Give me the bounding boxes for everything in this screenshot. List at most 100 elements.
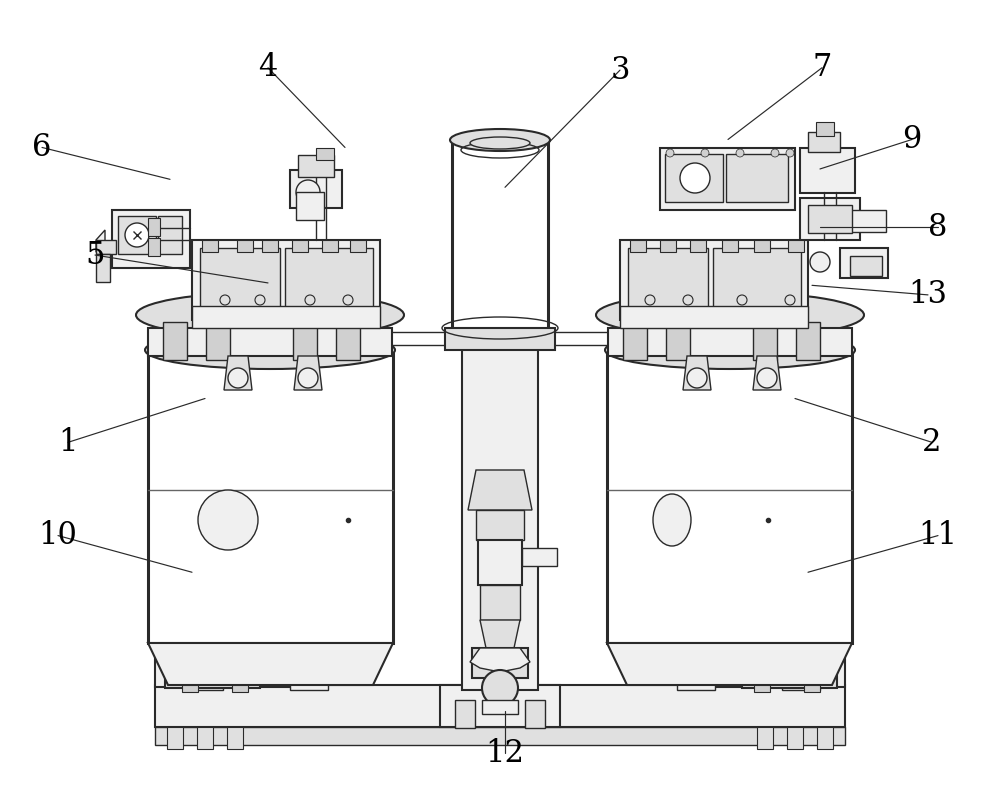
Circle shape (680, 163, 710, 193)
Circle shape (736, 149, 744, 157)
Bar (192, 306, 380, 328)
Polygon shape (96, 230, 105, 252)
Ellipse shape (145, 331, 395, 369)
Bar (185, 635, 223, 690)
Bar (722, 240, 738, 252)
Bar (148, 350, 393, 643)
Bar (800, 198, 860, 240)
Bar (850, 256, 882, 276)
Bar (462, 300, 538, 690)
Ellipse shape (136, 292, 404, 338)
Bar (155, 685, 845, 727)
Bar (628, 248, 708, 308)
Circle shape (255, 295, 265, 305)
Bar (788, 240, 804, 252)
Circle shape (645, 295, 655, 305)
Text: 13: 13 (908, 280, 948, 310)
Text: 9: 9 (902, 124, 922, 155)
Bar (112, 210, 190, 268)
Bar (620, 240, 808, 320)
Text: 3: 3 (610, 55, 630, 85)
Bar (726, 154, 788, 202)
Bar (227, 727, 243, 749)
Circle shape (785, 295, 795, 305)
Bar (293, 322, 317, 360)
Text: 11: 11 (918, 520, 958, 551)
Text: 4: 4 (258, 53, 278, 83)
Text: 12: 12 (486, 738, 524, 768)
Circle shape (305, 295, 315, 305)
Bar (472, 648, 528, 678)
Bar (620, 306, 808, 328)
Bar (316, 148, 334, 160)
Bar (522, 548, 557, 566)
Ellipse shape (596, 292, 864, 338)
Circle shape (683, 295, 693, 305)
Polygon shape (224, 356, 252, 390)
Bar (660, 240, 676, 252)
Text: 2: 2 (922, 427, 942, 457)
Bar (440, 685, 560, 727)
Bar (848, 210, 886, 232)
Bar (192, 240, 380, 320)
Polygon shape (683, 356, 711, 390)
Circle shape (737, 295, 747, 305)
Bar (623, 322, 647, 360)
Bar (322, 240, 338, 252)
Bar (237, 240, 253, 252)
Bar (290, 170, 342, 208)
Bar (232, 680, 248, 692)
Circle shape (198, 490, 258, 550)
Bar (163, 322, 187, 360)
Bar (148, 238, 160, 256)
Bar (800, 148, 855, 193)
Bar (478, 540, 522, 585)
Polygon shape (753, 356, 781, 390)
Bar (808, 132, 840, 152)
Circle shape (771, 149, 779, 157)
Polygon shape (607, 643, 852, 685)
Circle shape (701, 149, 709, 157)
Circle shape (343, 295, 353, 305)
Bar (290, 635, 328, 690)
Text: 10: 10 (39, 520, 77, 551)
Circle shape (810, 252, 830, 272)
Bar (202, 240, 218, 252)
Bar (480, 585, 520, 620)
Bar (158, 216, 182, 254)
Polygon shape (480, 620, 520, 648)
Bar (757, 727, 773, 749)
Bar (452, 140, 548, 340)
Bar (118, 216, 156, 254)
Bar (167, 727, 183, 749)
Circle shape (298, 368, 318, 388)
Bar (690, 240, 706, 252)
Text: 5: 5 (85, 240, 105, 270)
Text: 7: 7 (812, 53, 832, 83)
Bar (155, 635, 320, 687)
Ellipse shape (194, 654, 232, 682)
Bar (200, 248, 280, 308)
Bar (285, 248, 373, 308)
Bar (808, 205, 852, 233)
Ellipse shape (450, 129, 550, 151)
Bar (298, 155, 334, 177)
Bar (182, 680, 198, 692)
Bar (754, 680, 770, 692)
Bar (206, 322, 230, 360)
Circle shape (220, 295, 230, 305)
Bar (666, 322, 690, 360)
Polygon shape (470, 648, 530, 672)
Bar (455, 700, 475, 728)
Circle shape (125, 223, 149, 247)
Bar (155, 727, 845, 745)
Bar (754, 240, 770, 252)
Bar (817, 727, 833, 749)
Circle shape (482, 670, 518, 706)
Circle shape (666, 149, 674, 157)
Bar (336, 322, 360, 360)
Bar (607, 350, 852, 643)
Circle shape (757, 368, 777, 388)
Ellipse shape (470, 137, 530, 149)
Bar (608, 328, 852, 356)
